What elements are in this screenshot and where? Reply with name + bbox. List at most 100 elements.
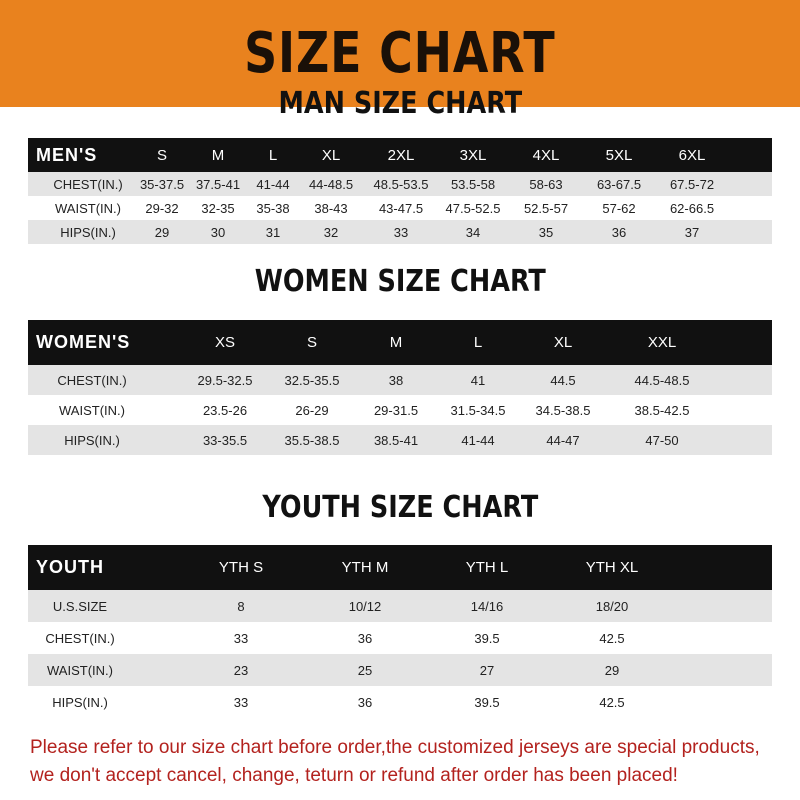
size-header: S <box>156 146 168 164</box>
row-label: CHEST(IN.) <box>57 372 127 388</box>
table-row: U.S.SIZE 8 10/12 14/16 18/20 <box>28 590 772 622</box>
table-cell: 38.5-42.5 <box>634 402 690 418</box>
table-cell: 33 <box>393 224 409 240</box>
table-cell: 36 <box>357 630 373 646</box>
size-chart-banner: SIZE CHART <box>0 0 800 107</box>
table-cell: 29 <box>154 224 170 240</box>
table-row: WAIST(IN.) 23 25 27 29 <box>28 654 772 686</box>
table-cell: 29.5-32.5 <box>197 372 253 388</box>
table-cell: 10/12 <box>348 598 382 614</box>
table-group-label: MEN'S <box>36 144 98 165</box>
table-cell: 38 <box>388 372 404 388</box>
table-cell: 32-35 <box>201 200 235 216</box>
table-cell: 41-44 <box>461 432 495 448</box>
size-header: YTH S <box>218 559 264 576</box>
size-header: 5XL <box>605 146 633 164</box>
men-chart-title: MAN SIZE CHART <box>278 86 522 121</box>
table-cell: 41 <box>470 372 486 388</box>
table-cell: 34.5-38.5 <box>535 402 591 418</box>
table-cell: 34 <box>465 224 481 240</box>
table-cell: 26-29 <box>295 402 329 418</box>
table-row: HIPS(IN.) 33-35.5 35.5-38.5 38.5-41 41-44 44-… <box>28 425 772 455</box>
size-header: XS <box>214 334 236 351</box>
table-cell: 29-32 <box>145 200 179 216</box>
table-cell: 35-37.5 <box>139 176 185 192</box>
table-cell: 67.5-72 <box>669 176 715 192</box>
size-header: 2XL <box>387 146 415 164</box>
table-cell: 41-44 <box>256 176 290 192</box>
women-chart-title: WOMEN SIZE CHART <box>254 264 546 299</box>
table-row: CHEST(IN.) 35-37.5 37.5-41 41-44 44-48.5 48.5… <box>28 172 772 196</box>
table-cell: 35-38 <box>256 200 290 216</box>
table-cell: 29-31.5 <box>373 402 419 418</box>
table-cell: 29 <box>604 662 620 678</box>
table-cell: 33 <box>233 694 249 710</box>
table-cell: 43-47.5 <box>378 200 424 216</box>
row-label: WAIST(IN.) <box>47 662 113 678</box>
table-cell: 53.5-58 <box>450 176 496 192</box>
youth-chart-title: YOUTH SIZE CHART <box>262 490 538 525</box>
table-cell: 44-47 <box>546 432 580 448</box>
size-header: YTH XL <box>585 559 639 576</box>
table-cell: 33 <box>233 630 249 646</box>
men-header-row: MEN'S S M L XL 2XL 3XL 4XL 5XL 6XL <box>28 138 772 172</box>
size-header: M <box>211 146 225 164</box>
row-label: WAIST(IN.) <box>55 200 121 216</box>
table-cell: 30 <box>210 224 226 240</box>
size-header: M <box>389 334 403 351</box>
table-cell: 18/20 <box>595 598 629 614</box>
table-cell: 36 <box>357 694 373 710</box>
table-cell: 38-43 <box>314 200 348 216</box>
table-cell: 39.5 <box>474 630 500 646</box>
table-cell: 33-35.5 <box>202 432 248 448</box>
table-cell: 52.5-57 <box>523 200 569 216</box>
table-cell: 58-63 <box>529 176 563 192</box>
table-row: WAIST(IN.) 23.5-26 26-29 29-31.5 31.5-34.5 34… <box>28 395 772 425</box>
youth-header-row: YOUTH YTH S YTH M YTH L YTH XL <box>28 545 772 590</box>
size-header: L <box>473 334 483 351</box>
table-cell: 39.5 <box>474 694 500 710</box>
table-cell: 31 <box>265 224 281 240</box>
table-cell: 32.5-35.5 <box>284 372 340 388</box>
size-header: XL <box>553 334 573 351</box>
order-notice: Please refer to our size chart before or… <box>30 734 790 790</box>
table-cell: 31.5-34.5 <box>450 402 506 418</box>
table-cell: 62-66.5 <box>669 200 715 216</box>
table-group-label: YOUTH <box>36 557 104 577</box>
size-header: L <box>268 146 278 164</box>
row-label: HIPS(IN.) <box>52 694 108 710</box>
table-row: HIPS(IN.) 33 36 39.5 42.5 <box>28 686 772 718</box>
row-label: CHEST(IN.) <box>53 176 123 192</box>
order-notice-line-1: Please refer to our size chart before or… <box>30 737 760 758</box>
table-cell: 8 <box>237 598 245 614</box>
table-cell: 38.5-41 <box>373 432 419 448</box>
table-cell: 48.5-53.5 <box>373 176 429 192</box>
table-cell: 36 <box>611 224 627 240</box>
table-cell: 27 <box>479 662 495 678</box>
size-header: S <box>306 334 318 351</box>
table-cell: 63-67.5 <box>596 176 642 192</box>
size-header: 6XL <box>678 146 706 164</box>
size-header: XXL <box>647 334 677 351</box>
size-header: 3XL <box>459 146 487 164</box>
table-cell: 35.5-38.5 <box>284 432 340 448</box>
table-cell: 14/16 <box>470 598 504 614</box>
table-cell: 47.5-52.5 <box>445 200 501 216</box>
table-cell: 44.5-48.5 <box>634 372 690 388</box>
row-label: U.S.SIZE <box>52 598 108 614</box>
table-row: CHEST(IN.) 33 36 39.5 42.5 <box>28 622 772 654</box>
table-cell: 42.5 <box>599 630 625 646</box>
table-row: HIPS(IN.) 29 30 31 32 33 34 35 36 37 <box>28 220 772 244</box>
size-header: YTH L <box>465 559 509 576</box>
size-header: YTH M <box>341 559 389 576</box>
table-cell: 44-48.5 <box>308 176 354 192</box>
table-cell: 23 <box>233 662 249 678</box>
table-row: WAIST(IN.) 29-32 32-35 35-38 38-43 43-47.5 47.… <box>28 196 772 220</box>
women-header-row: WOMEN'S XS S M L XL XXL <box>28 320 772 365</box>
table-row: CHEST(IN.) 29.5-32.5 32.5-35.5 38 41 44.5 44.5… <box>28 365 772 395</box>
row-label: WAIST(IN.) <box>59 402 125 418</box>
table-cell: 37.5-41 <box>195 176 241 192</box>
table-cell: 32 <box>323 224 339 240</box>
order-notice-line-2: we don't accept cancel, change, teturn o… <box>30 765 678 786</box>
table-cell: 44.5 <box>550 372 576 388</box>
